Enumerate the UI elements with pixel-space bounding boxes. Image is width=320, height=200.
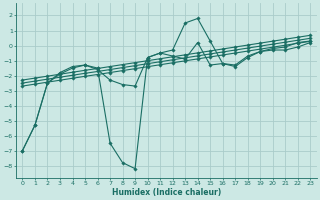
X-axis label: Humidex (Indice chaleur): Humidex (Indice chaleur): [112, 188, 221, 197]
